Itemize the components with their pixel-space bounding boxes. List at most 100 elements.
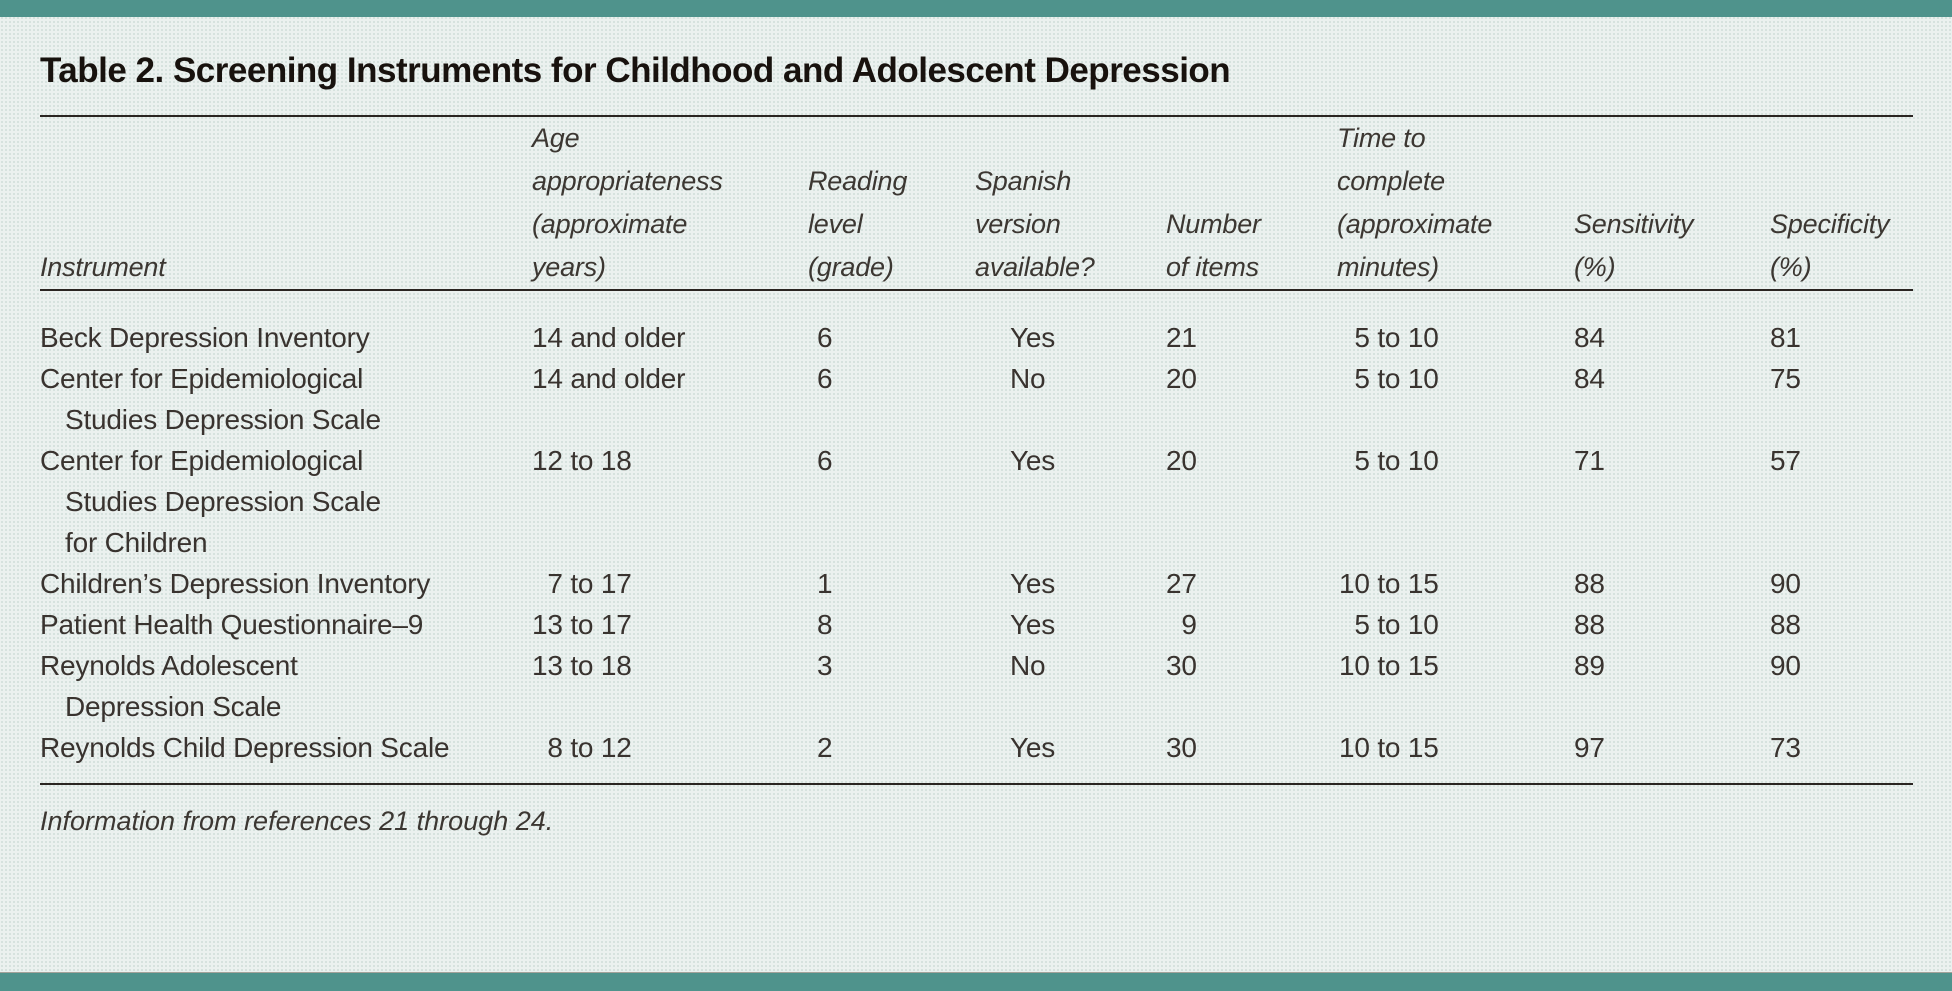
table-title: Table 2. Screening Instruments for Child… [40,51,1231,90]
cell-items: 30 [1166,645,1337,727]
cell-reading_level: 8 [808,604,975,645]
title-divider [40,115,1913,117]
cell-value: No [1010,363,1046,394]
table-row: Patient Health Questionnaire–9 13 to 17 8 Y… [40,604,1913,645]
column-header-reading_level: Reading level (grade) [808,117,975,291]
cell-specificity: 75 [1770,358,1913,440]
cell-spanish: Yes [975,290,1166,358]
column-header-items: Number of items [1166,117,1337,291]
cell-time: 10 to 15 [1337,563,1574,604]
column-header-sensitivity: Sensitivity (%) [1574,117,1770,291]
cell-value: 5 to 10 [1354,445,1439,476]
cell-sensitivity: 88 [1574,604,1770,645]
cell-time: 5 to 10 [1337,604,1574,645]
cell-reading_level: 6 [808,290,975,358]
cell-value: 89 [1574,650,1605,681]
cell-value: 90 [1770,650,1801,681]
instrument-wrap-line: Depression Scale [65,691,282,722]
instrument-wrap-line: Studies Depression Scale [65,486,381,517]
cell-value: 30 [1166,732,1197,763]
bottom-border-band [0,972,1952,991]
cell-value: 8 to 12 [547,732,632,763]
cell-instrument: Beck Depression Inventory [40,322,370,353]
cell-value: 90 [1770,568,1801,599]
cell-specificity: 57 [1770,440,1913,563]
cell-items: 9 [1166,604,1337,645]
cell-age: 14 and older [532,358,808,440]
cell-age: 13 to 17 [532,604,808,645]
cell-value: 84 [1574,363,1605,394]
cell-value: 10 to 15 [1339,650,1439,681]
cell-items: 20 [1166,440,1337,563]
cell-sensitivity: 97 [1574,727,1770,768]
cell-value: 2 [817,732,833,763]
table-row: Reynolds Child Depression Scale 8 to 12 2 Y… [40,727,1913,768]
cell-value: 20 [1166,363,1197,394]
cell-age: 8 to 12 [532,727,808,768]
cell-instrument: Reynolds Child Depression Scale [40,732,450,763]
cell-age: 7 to 17 [532,563,808,604]
instrument-wrap-line: Studies Depression Scale [65,404,381,435]
cell-value: 5 to 10 [1354,609,1439,640]
cell-age: 14 and older [532,290,808,358]
cell-value: 6 [817,363,833,394]
screening-instruments-table: Instrument Age appropriateness (approximate… [40,117,1913,768]
cell-value: 97 [1574,732,1605,763]
cell-value: 12 to 18 [532,445,632,476]
cell-sensitivity: 84 [1574,358,1770,440]
cell-value: 73 [1770,732,1801,763]
cell-specificity: 88 [1770,604,1913,645]
column-header-age: Age appropriateness (approximate years) [532,117,808,291]
column-header-specificity: Specificity (%) [1770,117,1913,291]
table-row: Center for Epidemiological Studies Depres… [40,440,1913,563]
cell-items: 20 [1166,358,1337,440]
cell-value: 88 [1574,609,1605,640]
cell-time: 10 to 15 [1337,645,1574,727]
cell-reading_level: 3 [808,645,975,727]
cell-spanish: No [975,645,1166,727]
cell-value: Yes [1010,732,1056,763]
cell-value: Yes [1010,568,1056,599]
cell-value: 88 [1770,609,1801,640]
cell-value: 27 [1166,568,1197,599]
cell-specificity: 90 [1770,645,1913,727]
cell-specificity: 90 [1770,563,1913,604]
table-row: Children’s Depression Inventory 7 to 17 1 Y… [40,563,1913,604]
column-header-instrument: Instrument [40,117,532,291]
cell-sensitivity: 88 [1574,563,1770,604]
cell-spanish: Yes [975,563,1166,604]
cell-time: 5 to 10 [1337,358,1574,440]
cell-value: 7 to 17 [547,568,632,599]
cell-value: 5 to 10 [1354,363,1439,394]
cell-sensitivity: 71 [1574,440,1770,563]
cell-value: 88 [1574,568,1605,599]
table-row: Beck Depression Inventory 14 and older 6 Ye… [40,290,1913,358]
cell-value: 30 [1166,650,1197,681]
cell-reading_level: 1 [808,563,975,604]
cell-value: 1 [817,568,833,599]
table-body: Beck Depression Inventory 14 and older 6 Ye… [40,290,1913,768]
column-header-time: Time to complete (approximate minutes) [1337,117,1574,291]
header-row: Instrument Age appropriateness (approximate… [40,117,1913,291]
table-row: Center for Epidemiological Studies Depres… [40,358,1913,440]
cell-sensitivity: 84 [1574,290,1770,358]
cell-sensitivity: 89 [1574,645,1770,727]
cell-value: No [1010,650,1046,681]
cell-value: 21 [1166,322,1197,353]
cell-instrument: Patient Health Questionnaire–9 [40,609,424,640]
column-header-spanish: Spanish version available? [975,117,1166,291]
cell-value: 14 and older [532,363,686,394]
table-footnote: Information from references 21 through 2… [40,806,554,836]
cell-age: 12 to 18 [532,440,808,563]
cell-value: 10 to 15 [1339,568,1439,599]
cell-value: 8 [817,609,833,640]
cell-value: 5 to 10 [1354,322,1439,353]
cell-value: 10 to 15 [1339,732,1439,763]
bottom-divider [40,783,1913,785]
cell-spanish: Yes [975,604,1166,645]
table-header-row: Instrument Age appropriateness (approximate… [40,117,1913,291]
cell-instrument: Center for Epidemiological Studies Depres… [40,358,532,440]
cell-value: 20 [1166,445,1197,476]
cell-value: 9 [1181,609,1197,640]
